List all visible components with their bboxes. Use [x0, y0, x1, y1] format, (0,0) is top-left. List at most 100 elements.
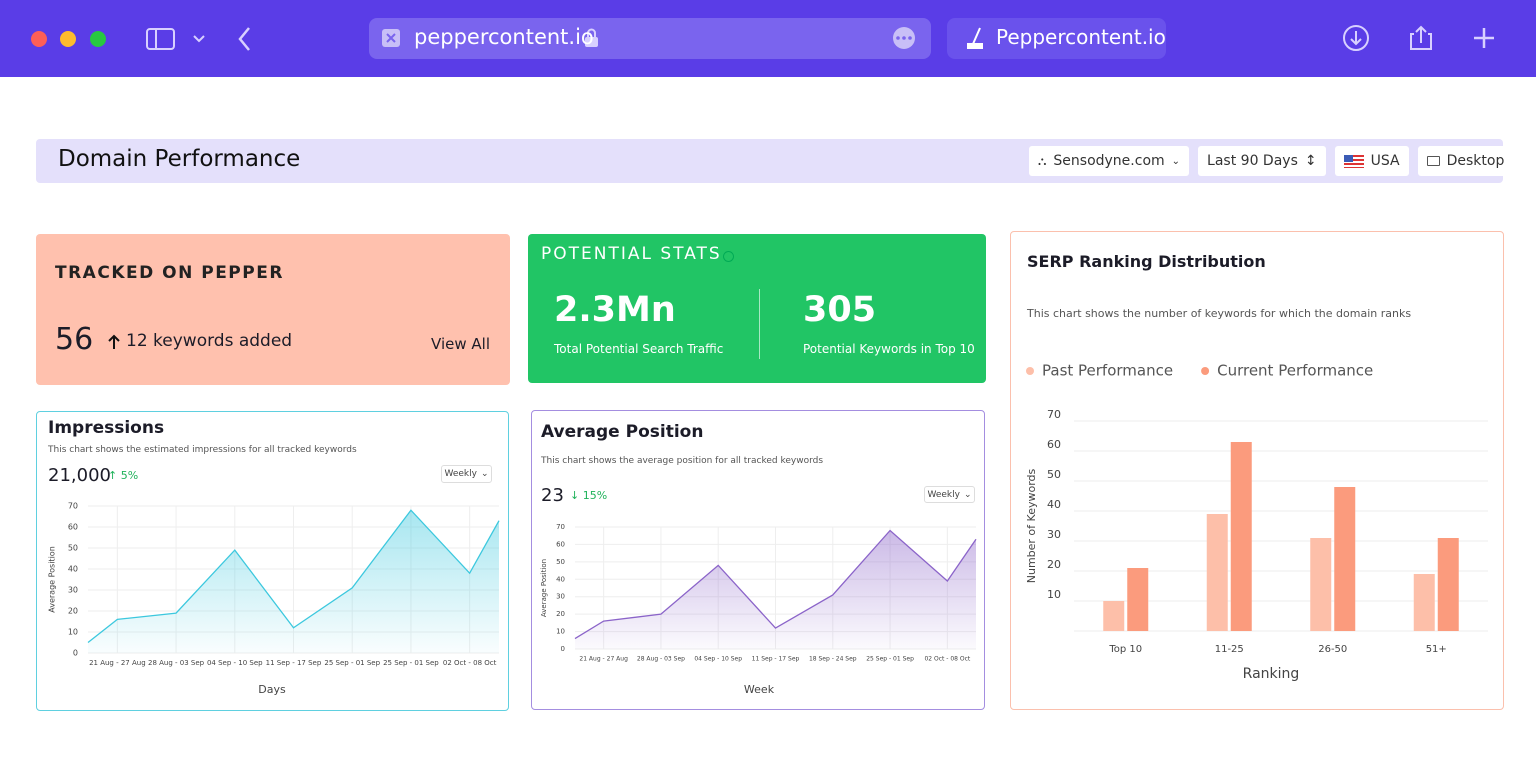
browser-icons — [31, 18, 1494, 59]
y-tick-label: 20 — [68, 607, 78, 616]
filter-label: Desktop — [1446, 153, 1505, 169]
y-tick-label: 60 — [1047, 438, 1061, 451]
y-tick-label: 10 — [556, 628, 565, 636]
y-tick-label: 0 — [561, 645, 565, 653]
x-tick-label: 04 Sep - 10 Sep — [694, 656, 742, 663]
serp-card — [1010, 231, 1504, 710]
y-tick-label: 60 — [68, 523, 78, 532]
y-tick-label: 10 — [68, 628, 78, 637]
x-tick-label: 11 Sep - 17 Sep — [266, 659, 322, 667]
y-tick-label: 60 — [556, 540, 565, 548]
change-value: 15% — [582, 489, 608, 502]
url[interactable]: peppercontent.io — [414, 25, 594, 49]
y-tick-label: 70 — [68, 502, 78, 511]
y-tick-label: 50 — [556, 558, 565, 566]
period-dropdown[interactable]: Weekly ⌄ — [924, 486, 975, 503]
info-icon[interactable] — [722, 250, 735, 263]
potential-title: POTENTIAL STATS — [541, 244, 722, 264]
y-tick-label: 30 — [1047, 528, 1061, 541]
bar — [1437, 538, 1459, 631]
x-tick-label: 21 Aug - 27 Aug — [579, 656, 628, 663]
bar — [1413, 574, 1435, 631]
filter[interactable]: ⛬ Sensodyne.com ⌄ — [1029, 146, 1190, 176]
stat-value: 305 — [803, 290, 877, 330]
x-tick-label: 11 Sep - 17 Sep — [752, 656, 800, 663]
x-tick-label: 02 Oct - 08 Oct — [924, 656, 970, 663]
filter-label: USA — [1370, 153, 1400, 169]
up-arrow — [108, 334, 120, 349]
impressions-subtitle: This chart shows the estimated impressio… — [48, 445, 357, 455]
area — [575, 530, 976, 649]
line — [574, 529, 977, 640]
period-dropdown[interactable]: Weekly ⌄ — [441, 465, 492, 483]
filter[interactable]: USA — [1334, 146, 1409, 176]
y-tick-label: 70 — [1047, 408, 1061, 421]
impressions-total: 21,000 — [48, 465, 111, 486]
area — [88, 510, 499, 653]
potential-card — [528, 234, 986, 383]
filter[interactable]: Desktop — [1417, 146, 1514, 176]
filter-label: Sensodyne.com — [1053, 153, 1165, 169]
y-tick-label: 0 — [73, 649, 78, 658]
filter-label: Last 90 Days — [1207, 153, 1298, 169]
y-tick-label: 40 — [1047, 498, 1061, 511]
stat-label: Potential Keywords in Top 10 — [803, 342, 975, 356]
tracked-title: TRACKED ON PEPPER — [55, 263, 284, 283]
y-tick-label: 10 — [1047, 588, 1061, 601]
x-tick-label: Top 10 — [1108, 644, 1142, 655]
bar — [1206, 514, 1228, 631]
y-axis-label: Number of Keywords — [1025, 468, 1038, 583]
average-position-subtitle: This chart shows the average position fo… — [541, 456, 824, 466]
y-tick-label: 70 — [556, 523, 565, 531]
y-tick-label: 30 — [68, 586, 78, 595]
period-label: Weekly — [444, 469, 477, 479]
impressions-card — [36, 411, 509, 711]
bar — [1310, 538, 1332, 631]
impressions-change: ↑ 5% — [108, 469, 139, 482]
bar — [1103, 601, 1125, 631]
tracked-card — [36, 234, 510, 385]
x-tick-label: 04 Sep - 10 Sep — [207, 659, 263, 667]
x-axis-label: Ranking — [1243, 666, 1300, 682]
y-tick-label: 20 — [1047, 558, 1061, 571]
x-tick-label: 26-50 — [1318, 644, 1347, 655]
x-tick-label: 18 Sep - 24 Sep — [809, 656, 857, 663]
x-tick-label: 02 Oct - 08 Oct — [443, 659, 497, 667]
x-tick-label: 28 Aug - 03 Sep — [637, 656, 685, 663]
period-label: Weekly — [927, 489, 960, 500]
average-position-title: Average Position — [541, 422, 704, 442]
y-axis-label: Average Position — [48, 546, 57, 613]
view-all-link[interactable]: View All — [431, 335, 490, 353]
change-value: 5% — [120, 469, 139, 482]
bar — [1230, 442, 1252, 631]
y-tick-label: 30 — [556, 593, 565, 601]
x-tick-label: 25 Sep - 01 Sep — [383, 659, 439, 667]
filter[interactable]: Last 90 Days ↕ — [1198, 146, 1326, 176]
x-tick-label: 25 Sep - 01 Sep — [324, 659, 380, 667]
bar — [1334, 487, 1356, 631]
legend-dot — [1026, 367, 1034, 375]
bar — [1127, 568, 1149, 631]
x-tick-label: 51+ — [1426, 644, 1447, 655]
x-tick-label: 25 Sep - 01 Sep — [866, 656, 914, 663]
impressions-title: Impressions — [48, 418, 165, 438]
tab-title[interactable]: Peppercontent.io — [996, 25, 1166, 49]
page-title: Domain Performance — [58, 146, 301, 172]
y-tick-label: 20 — [556, 610, 565, 618]
tracked-added: 12 keywords added — [126, 331, 293, 351]
y-tick-label: 50 — [1047, 468, 1061, 481]
legend-label: Current Performance — [1217, 362, 1373, 380]
x-tick-label: 11-25 — [1215, 644, 1244, 655]
x-axis-label: Days — [258, 683, 286, 696]
stat-label: Total Potential Search Traffic — [554, 342, 724, 356]
x-tick-label: 21 Aug - 27 Aug — [89, 659, 146, 667]
divider — [759, 289, 760, 359]
legend-dot — [1201, 367, 1210, 375]
serp-subtitle: This chart shows the number of keywords … — [1027, 307, 1412, 320]
serp-title: SERP Ranking Distribution — [1027, 252, 1266, 271]
stat-value: 2.3Mn — [554, 290, 676, 330]
y-axis-label: Average Position — [540, 559, 548, 617]
average-position-total: 23 — [541, 485, 564, 506]
